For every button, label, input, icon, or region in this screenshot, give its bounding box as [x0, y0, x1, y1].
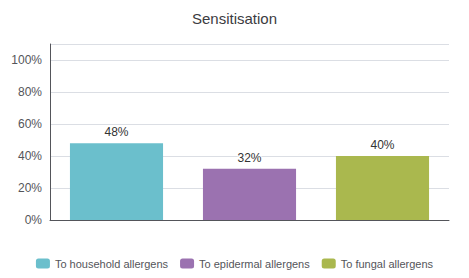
svg-text:48%: 48% [104, 125, 128, 139]
svg-text:To epidermal allergens: To epidermal allergens [199, 258, 310, 270]
svg-text:To fungal allergens: To fungal allergens [341, 258, 434, 270]
svg-text:80%: 80% [18, 85, 42, 99]
svg-text:100%: 100% [11, 53, 42, 67]
svg-text:0%: 0% [25, 213, 43, 227]
svg-text:To household allergens: To household allergens [55, 258, 169, 270]
svg-text:60%: 60% [18, 117, 42, 131]
svg-text:Sensitisation: Sensitisation [192, 10, 277, 27]
svg-text:20%: 20% [18, 181, 42, 195]
svg-text:40%: 40% [370, 138, 394, 152]
svg-text:32%: 32% [237, 151, 261, 165]
svg-text:40%: 40% [18, 149, 42, 163]
